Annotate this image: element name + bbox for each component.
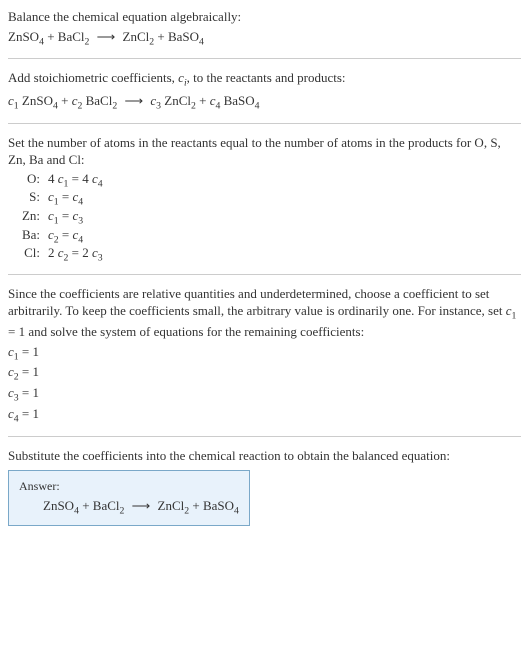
arrow-icon: ⟶ [120,93,147,108]
species-baso4: BaSO4 [203,498,239,513]
answer-label: Answer: [19,479,239,494]
element-label: S: [8,189,44,208]
element-label: Cl: [8,245,44,264]
list-item: c2 = 1 [8,363,521,384]
species-znso4: ZnSO4 [43,498,79,513]
section-substitute: Substitute the coefficients into the che… [8,447,521,526]
equation-balanced: ZnSO4 + BaCl2 ⟶ ZnCl2 + BaSO4 [19,498,239,517]
element-equation: 4 c1 = 4 c4 [44,171,107,190]
list-item: c1 = 1 [8,343,521,364]
underdet-text: Since the coefficients are relative quan… [8,285,521,341]
equation-with-coeffs: c1 ZnSO4 + c2 BaCl2 ⟶ c3 ZnCl2 + c4 BaSO… [8,92,521,113]
arrow-icon: ⟶ [128,498,155,513]
species-zncl2: ZnCl2 [158,498,190,513]
species-baso4: BaSO4 [224,93,260,108]
table-row: O: 4 c1 = 4 c4 [8,171,107,190]
element-label: Ba: [8,227,44,246]
section-intro: Balance the chemical equation algebraica… [8,8,521,48]
species-zncl2: ZnCl2 [164,93,196,108]
atom-balance-table: O: 4 c1 = 4 c4 S: c1 = c4 Zn: c1 = c3 Ba… [8,171,107,264]
equation-unbalanced: ZnSO4 + BaCl2 ⟶ ZnCl2 + BaSO4 [8,28,521,49]
element-label: Zn: [8,208,44,227]
table-row: Cl: 2 c2 = 2 c3 [8,245,107,264]
atoms-text: Set the number of atoms in the reactants… [8,134,521,169]
table-row: Ba: c2 = c4 [8,227,107,246]
section-stoich: Add stoichiometric coefficients, ci, to … [8,69,521,113]
element-equation: c1 = c3 [44,208,107,227]
element-equation: 2 c2 = 2 c3 [44,245,107,264]
intro-text: Balance the chemical equation algebraica… [8,8,521,26]
divider [8,123,521,124]
species-znso4: ZnSO4 [8,29,44,44]
divider [8,274,521,275]
species-bacl2: BaCl2 [86,93,118,108]
coefficient-list: c1 = 1 c2 = 1 c3 = 1 c4 = 1 [8,343,521,426]
answer-box: Answer: ZnSO4 + BaCl2 ⟶ ZnCl2 + BaSO4 [8,470,250,526]
section-atoms: Set the number of atoms in the reactants… [8,134,521,264]
species-zncl2: ZnCl2 [123,29,155,44]
element-label: O: [8,171,44,190]
table-row: Zn: c1 = c3 [8,208,107,227]
subst-text: Substitute the coefficients into the che… [8,447,521,465]
element-equation: c1 = c4 [44,189,107,208]
list-item: c3 = 1 [8,384,521,405]
section-underdetermined: Since the coefficients are relative quan… [8,285,521,426]
species-bacl2: BaCl2 [58,29,90,44]
arrow-icon: ⟶ [93,29,120,44]
species-znso4: ZnSO4 [22,93,58,108]
list-item: c4 = 1 [8,405,521,426]
species-bacl2: BaCl2 [93,498,125,513]
element-equation: c2 = c4 [44,227,107,246]
divider [8,436,521,437]
species-baso4: BaSO4 [168,29,204,44]
stoich-text: Add stoichiometric coefficients, ci, to … [8,69,521,90]
divider [8,58,521,59]
table-row: S: c1 = c4 [8,189,107,208]
